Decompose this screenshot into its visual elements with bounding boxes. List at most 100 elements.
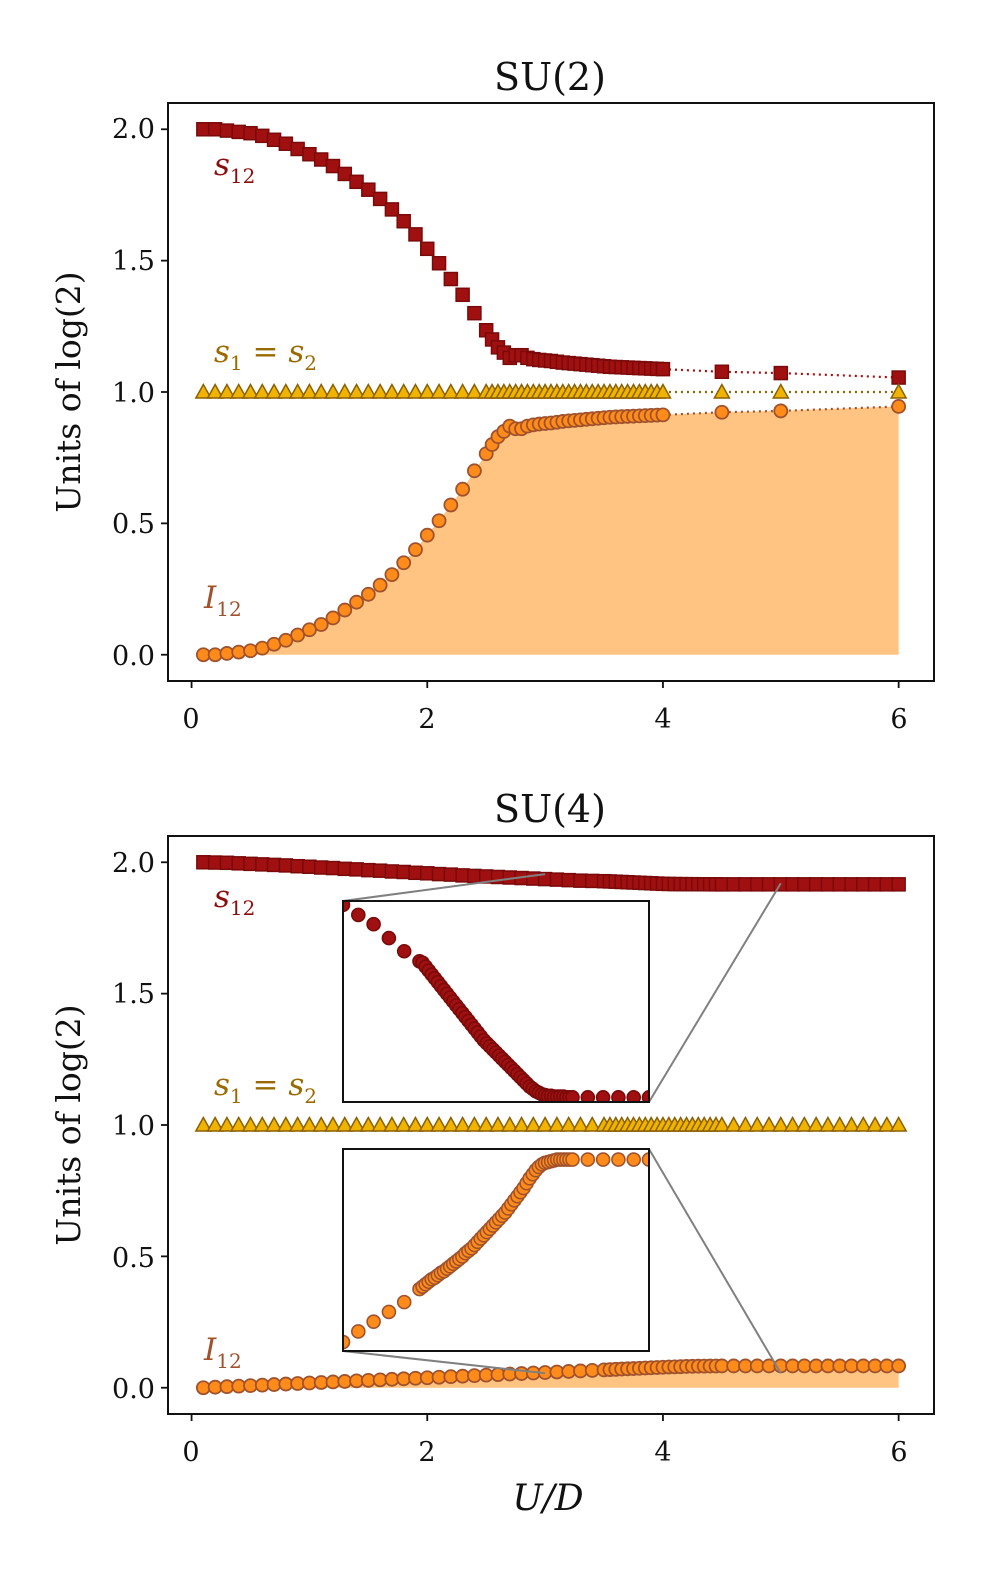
data-point bbox=[419, 527, 435, 543]
x-tick-labels: 0 2 4 6 bbox=[182, 704, 907, 735]
data-point bbox=[372, 577, 388, 593]
label-s1-eq-s2: s1 = s2 bbox=[214, 1067, 317, 1108]
data-point bbox=[361, 182, 376, 197]
x-tick-label: 6 bbox=[890, 704, 907, 735]
data-point bbox=[372, 191, 388, 207]
panel-su4: SU(4) 0.0 0.5 1.0 1.5 2.0 0 2 4 6 Units … bbox=[49, 787, 935, 1519]
data-point bbox=[807, 1115, 825, 1132]
y-axis-label: Units of log(2) bbox=[49, 271, 88, 512]
data-point bbox=[343, 1334, 351, 1350]
data-point bbox=[891, 399, 907, 414]
data-point bbox=[611, 1152, 626, 1167]
data-point bbox=[360, 586, 376, 602]
label-i12: I12 bbox=[203, 580, 242, 621]
data-point bbox=[466, 463, 482, 479]
data-point bbox=[218, 1115, 236, 1132]
data-point bbox=[455, 287, 470, 303]
plot-area bbox=[161, 122, 908, 688]
data-point bbox=[335, 382, 354, 399]
i12-filled-area bbox=[203, 406, 899, 655]
data-point bbox=[229, 382, 248, 399]
data-point bbox=[773, 403, 789, 419]
data-point bbox=[854, 1115, 873, 1132]
data-point bbox=[611, 1090, 626, 1102]
x-tick-label: 2 bbox=[418, 704, 435, 735]
panel-title: SU(4) bbox=[494, 787, 606, 831]
data-point bbox=[713, 1115, 731, 1132]
data-point bbox=[489, 1115, 507, 1132]
data-point bbox=[349, 174, 364, 190]
x-tick-label: 2 bbox=[418, 1437, 435, 1468]
data-point bbox=[418, 382, 437, 399]
y-tick-label: 2.0 bbox=[112, 114, 155, 145]
series-i12 bbox=[195, 399, 907, 663]
x-tick-label: 4 bbox=[654, 704, 671, 735]
y-tick-label: 1.5 bbox=[112, 979, 155, 1010]
x-tick-label: 6 bbox=[890, 1437, 907, 1468]
data-point bbox=[265, 382, 283, 399]
zoom-connector-line bbox=[648, 882, 782, 1103]
plot-frame bbox=[167, 835, 935, 1415]
data-point bbox=[430, 1115, 448, 1132]
data-point bbox=[772, 382, 790, 399]
data-point bbox=[408, 542, 423, 558]
data-point bbox=[396, 213, 411, 229]
data-point bbox=[277, 1115, 295, 1132]
data-point bbox=[467, 305, 482, 321]
data-point bbox=[396, 1294, 412, 1310]
label-s1-eq-s2: s1 = s2 bbox=[214, 334, 317, 375]
data-point bbox=[536, 1115, 554, 1132]
data-point bbox=[714, 364, 730, 380]
data-point bbox=[866, 1115, 884, 1132]
data-point bbox=[302, 622, 317, 638]
data-point bbox=[626, 1090, 641, 1102]
data-point bbox=[477, 1115, 495, 1132]
data-point bbox=[206, 382, 224, 399]
inset-frame bbox=[342, 1148, 650, 1352]
data-point bbox=[580, 1090, 596, 1102]
data-point bbox=[324, 1115, 342, 1132]
data-point bbox=[453, 1115, 472, 1132]
data-point bbox=[559, 1115, 578, 1132]
inset-background bbox=[343, 1149, 649, 1351]
data-point bbox=[313, 617, 329, 632]
data-point bbox=[418, 1115, 437, 1132]
data-point bbox=[795, 1115, 814, 1132]
data-point bbox=[194, 382, 213, 399]
x-tick-label: 0 bbox=[182, 704, 199, 735]
data-point bbox=[772, 1115, 790, 1132]
data-point bbox=[359, 1115, 378, 1132]
data-point bbox=[347, 1115, 366, 1132]
data-point bbox=[325, 158, 341, 174]
series-s1-s2 bbox=[194, 1115, 908, 1132]
data-point bbox=[350, 1324, 366, 1339]
data-point bbox=[265, 1115, 283, 1132]
data-point bbox=[713, 382, 731, 399]
data-point bbox=[891, 877, 906, 892]
data-point bbox=[443, 271, 459, 287]
series-i12 bbox=[195, 1358, 907, 1396]
data-point bbox=[406, 382, 425, 399]
data-point bbox=[773, 365, 789, 381]
data-point bbox=[565, 1090, 580, 1102]
data-point bbox=[384, 202, 400, 217]
i12-zoom-points bbox=[343, 1152, 649, 1350]
data-point bbox=[229, 1115, 248, 1132]
data-point bbox=[655, 361, 671, 377]
data-point bbox=[830, 1115, 849, 1132]
data-point bbox=[253, 1115, 272, 1132]
data-point bbox=[206, 1115, 224, 1132]
data-point bbox=[300, 1115, 319, 1132]
data-point bbox=[347, 382, 366, 399]
data-point bbox=[253, 382, 272, 399]
data-point bbox=[241, 382, 260, 399]
y-tick-label: 0.5 bbox=[112, 509, 155, 540]
data-point bbox=[878, 1115, 896, 1132]
data-point bbox=[565, 1152, 580, 1167]
data-point bbox=[381, 1304, 397, 1320]
data-point bbox=[218, 382, 236, 399]
data-point bbox=[714, 404, 730, 420]
data-point bbox=[325, 610, 341, 626]
data-point bbox=[580, 1152, 596, 1167]
inset-layer bbox=[342, 873, 782, 1375]
